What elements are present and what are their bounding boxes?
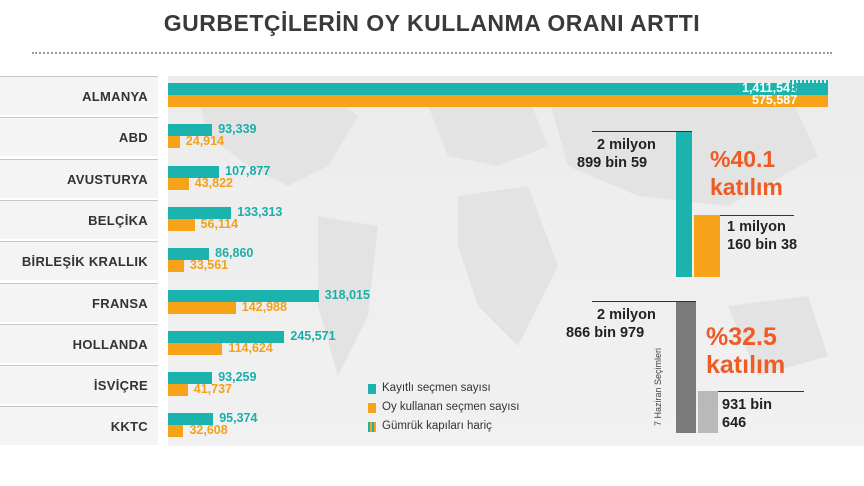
value-label-registered: 107,877 — [225, 163, 271, 178]
previous-registered-bar — [676, 302, 696, 433]
previous-voted-line2: 646 — [722, 415, 747, 431]
value-label-voted: 142,988 — [241, 299, 287, 314]
previous-turnout-word: katılım — [706, 351, 786, 379]
category-label: ABD — [0, 117, 158, 157]
bar-voted — [168, 342, 223, 355]
category-label: BELÇİKA — [0, 199, 158, 239]
category-label: ALMANYA — [0, 76, 158, 115]
legend-label-registered: Kayıtlı seçmen sayısı — [382, 382, 491, 394]
value-label-voted: 575,587 — [752, 93, 798, 107]
bar-voted — [168, 260, 184, 273]
value-label-voted: 41,737 — [193, 382, 233, 397]
legend-swatch-customs — [368, 422, 376, 432]
current-turnout-percent: %40.1 — [710, 146, 776, 172]
bar-registered — [168, 83, 828, 95]
bar-voted — [168, 218, 195, 231]
previous-registered-line2: 866 bin 979 — [566, 325, 645, 341]
bar-voted — [168, 136, 180, 149]
value-label-registered: 86,860 — [215, 246, 254, 261]
category-label: İSVİÇRE — [0, 365, 158, 405]
previous-voted-line1: 931 bin — [722, 397, 772, 413]
bar-registered — [168, 289, 319, 302]
almanya-registered-hatch — [790, 80, 828, 91]
previous-voted-bracket — [718, 391, 804, 392]
category-label: FRANSA — [0, 282, 158, 322]
title-divider — [32, 52, 832, 54]
value-label-voted: 32,608 — [189, 423, 228, 438]
bar-voted — [168, 384, 188, 397]
category-label: HOLLANDA — [0, 323, 158, 363]
current-voted-line1: 1 milyon — [727, 219, 786, 235]
current-registered-bar — [676, 132, 692, 277]
bar-voted — [168, 425, 184, 438]
bar-registered — [168, 330, 285, 343]
previous-bracket-top — [592, 301, 696, 302]
bar-registered — [168, 413, 214, 426]
previous-turnout-percent: %32.5 — [706, 323, 777, 351]
bar-registered — [168, 248, 210, 261]
value-label-voted: 56,114 — [200, 216, 239, 231]
legend-swatch-registered — [368, 384, 376, 394]
value-label-voted: 24,914 — [185, 134, 225, 149]
current-voted-bar — [694, 215, 720, 277]
bar-voted — [168, 95, 828, 107]
category-label: BİRLEŞİK KRALLIK — [0, 241, 158, 281]
legend-label-customs: Gümrük kapıları hariç — [382, 420, 492, 432]
value-label-registered: 318,015 — [324, 287, 370, 302]
current-voted-bracket — [720, 215, 794, 216]
current-bracket-top — [592, 131, 692, 132]
bar-registered — [168, 206, 232, 219]
current-registered-line1: 2 milyon — [597, 137, 656, 153]
value-label-voted: 43,822 — [194, 175, 233, 190]
bar-registered — [168, 372, 213, 385]
value-label-voted: 114,624 — [228, 340, 273, 355]
current-registered-line2: 899 bin 59 — [577, 155, 648, 171]
category-label: KKTC — [0, 406, 158, 446]
category-label: AVUSTURYA — [0, 158, 158, 198]
bar-registered — [168, 165, 220, 178]
legend-label-voted: Oy kullanan seçmen sayısı — [382, 401, 520, 413]
previous-voted-bar — [698, 391, 718, 433]
value-label-registered: 93,339 — [218, 122, 257, 137]
previous-period-label: 7 Haziran Seçimleri — [653, 347, 663, 427]
value-label-registered: 1,411,548 — [742, 81, 797, 95]
bar-voted — [168, 301, 236, 314]
previous-registered-line1: 2 milyon — [597, 307, 656, 323]
value-label-registered: 133,313 — [237, 204, 283, 219]
bar-registered — [168, 124, 213, 137]
current-turnout-word: katılım — [710, 174, 783, 200]
page-title: GURBETÇİLERİN OY KULLANMA ORANI ARTTI — [163, 10, 701, 36]
value-label-voted: 33,561 — [189, 258, 229, 273]
value-label-registered: 245,571 — [290, 328, 336, 343]
bar-voted — [168, 177, 189, 190]
current-voted-line2: 160 bin 38 — [727, 237, 798, 253]
value-label-registered: 95,374 — [219, 411, 258, 426]
legend-swatch-voted — [368, 403, 376, 413]
value-label-registered: 93,259 — [218, 370, 257, 385]
world-map-background — [168, 76, 864, 446]
